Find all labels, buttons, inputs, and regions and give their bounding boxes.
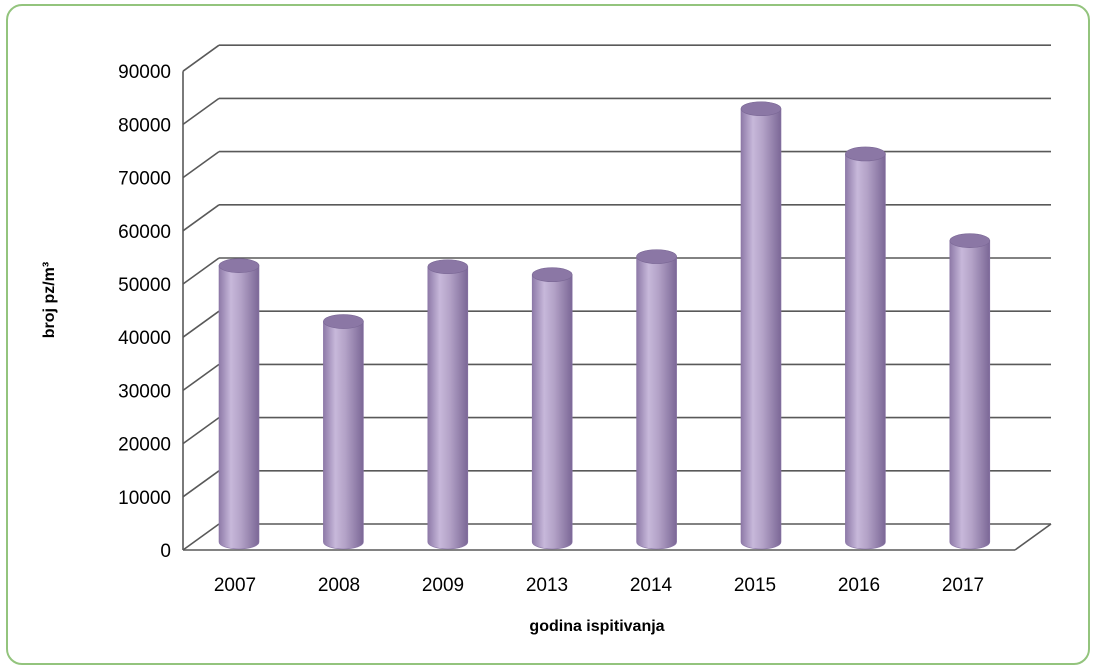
- bar-top: [845, 146, 886, 162]
- x-tick-label: 2015: [734, 575, 776, 596]
- bar-body: [740, 108, 782, 550]
- bar: [845, 146, 886, 550]
- bar: [740, 101, 782, 550]
- bar-top: [323, 314, 364, 329]
- gridline-side: [182, 204, 220, 232]
- gridline-side: [182, 523, 220, 551]
- bar-top: [427, 259, 469, 275]
- bar-body: [323, 321, 364, 550]
- bar: [949, 233, 991, 550]
- y-axis-title: broj pz/m³: [41, 262, 58, 338]
- x-axis-title: godina ispitivanja: [529, 618, 664, 635]
- bar-top: [949, 233, 991, 248]
- gridline-side: [182, 97, 220, 126]
- bars: [218, 101, 991, 550]
- gridline-side: [182, 44, 220, 72]
- y-tick-label: 10000: [118, 488, 171, 509]
- x-tick-label: 2013: [526, 575, 568, 596]
- x-tick-label: 2014: [630, 575, 673, 596]
- x-tick-label: 2007: [214, 575, 256, 596]
- bar-body: [949, 240, 991, 550]
- bar-top: [531, 267, 573, 283]
- y-tick-label: 0: [160, 541, 171, 562]
- x-tick-labels: 2007 2008 2009 2013 2014 2015 2016 2017: [214, 575, 984, 596]
- bar-body: [636, 256, 677, 550]
- gridline-side: [182, 150, 220, 179]
- bar: [531, 267, 573, 550]
- x-tick-label: 2008: [318, 575, 360, 596]
- y-tick-label: 40000: [118, 328, 171, 349]
- x-tick-label: 2017: [942, 575, 984, 596]
- gridline-side: [182, 416, 220, 445]
- y-tick-label: 50000: [118, 275, 171, 296]
- bar-body: [427, 266, 469, 550]
- bar-top: [636, 249, 677, 264]
- gridlines: [182, 44, 1052, 551]
- gridline-side: [182, 257, 220, 285]
- y-tick-label: 30000: [118, 381, 171, 402]
- y-tick-label: 70000: [118, 169, 171, 190]
- bar-body: [218, 265, 260, 550]
- y-tick-label: 90000: [118, 62, 171, 83]
- bar: [636, 249, 677, 550]
- y-tick-labels: 0 10000 20000 30000 40000 50000 60000 70000 8000…: [118, 62, 171, 562]
- bar-body: [531, 274, 573, 550]
- gridline-side: [182, 363, 220, 392]
- y-tick-label: 80000: [118, 115, 171, 136]
- gridline-side: [182, 310, 220, 338]
- floor-right-edge: [1014, 523, 1052, 551]
- y-tick-label: 60000: [118, 222, 171, 243]
- x-tick-label: 2009: [422, 575, 464, 596]
- bar: [323, 314, 364, 550]
- bar-body: [845, 153, 886, 550]
- bar: [427, 259, 469, 550]
- bar-top: [218, 258, 260, 273]
- x-tick-label: 2016: [838, 575, 880, 596]
- bar-top: [740, 101, 782, 117]
- gridline-side: [182, 470, 220, 498]
- bar: [218, 258, 260, 550]
- y-tick-label: 20000: [118, 435, 171, 456]
